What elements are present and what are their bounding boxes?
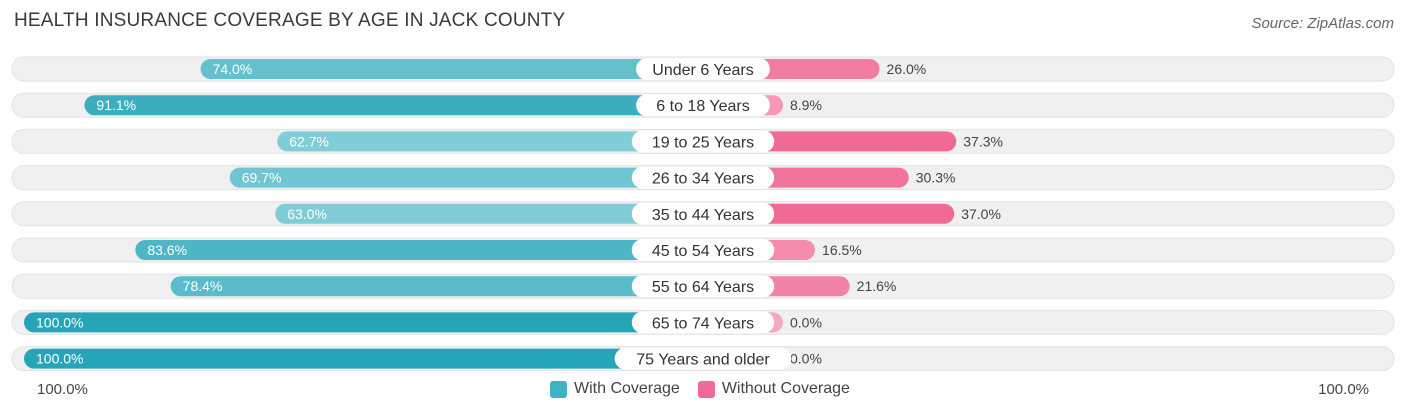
value-label-with-coverage: 69.7% [242,170,282,186]
bar-with-coverage [170,276,703,297]
chart-title: HEALTH INSURANCE COVERAGE BY AGE IN JACK… [14,10,566,31]
category-label: 35 to 44 Years [652,207,754,224]
value-label-with-coverage: 83.6% [147,242,187,258]
value-label-with-coverage: 91.1% [96,97,136,113]
source-label: Source: ZipAtlas.com [1251,15,1394,32]
category-label: 55 to 64 Years [652,279,754,296]
legend-swatch-with-coverage [550,380,567,398]
bar-with-coverage [277,131,703,152]
bar-with-coverage [135,240,703,260]
category-pill [631,166,775,189]
bar-with-coverage [84,95,703,116]
legend-item-with-coverage[interactable]: With Coverage [550,380,680,398]
legend-label-without-coverage: Without Coverage [721,380,850,397]
category-label: 19 to 25 Years [652,134,754,151]
bar-with-coverage [275,203,703,224]
category-label: 75 Years and older [636,352,770,369]
category-pill [636,58,770,80]
bar-with-coverage [229,167,703,188]
category-pill [614,347,792,370]
legend-swatch-without-coverage [697,380,715,398]
category-label: 26 to 34 Years [652,171,754,188]
bar-with-coverage [24,312,703,333]
value-label-without-coverage: 30.3% [916,170,956,186]
value-label-with-coverage: 62.7% [289,133,329,149]
category-label: 45 to 54 Years [652,243,754,260]
category-pill [631,239,775,261]
value-label-with-coverage: 100.0% [36,314,83,330]
category-pill [631,130,775,153]
category-pill [631,311,775,334]
category-label: Under 6 Years [652,62,753,79]
axis-left-label: 100.0% [37,381,88,398]
legend: With Coverage Without Coverage [550,380,868,398]
category-pill [631,275,775,298]
value-label-without-coverage: 37.0% [961,206,1001,222]
value-label-with-coverage: 74.0% [213,61,253,77]
category-pill [631,202,775,225]
value-label-with-coverage: 63.0% [287,206,327,222]
bar-with-coverage [24,348,703,369]
value-label-without-coverage: 0.0% [790,314,822,330]
legend-label-with-coverage: With Coverage [574,380,680,397]
axis-right-label: 100.0% [1318,381,1369,398]
value-label-without-coverage: 26.0% [887,61,927,77]
value-label-with-coverage: 100.0% [36,351,83,367]
value-label-without-coverage: 16.5% [822,242,862,258]
category-label: 65 to 74 Years [652,315,754,332]
category-pill [636,94,770,117]
category-label: 6 to 18 Years [656,98,749,115]
value-label-with-coverage: 78.4% [183,278,223,294]
legend-item-without-coverage[interactable]: Without Coverage [697,380,850,398]
bar-with-coverage [200,59,704,79]
value-label-without-coverage: 37.3% [963,133,1003,149]
value-label-without-coverage: 8.9% [790,97,822,113]
value-label-without-coverage: 0.0% [790,351,822,367]
value-label-without-coverage: 21.6% [857,278,897,294]
